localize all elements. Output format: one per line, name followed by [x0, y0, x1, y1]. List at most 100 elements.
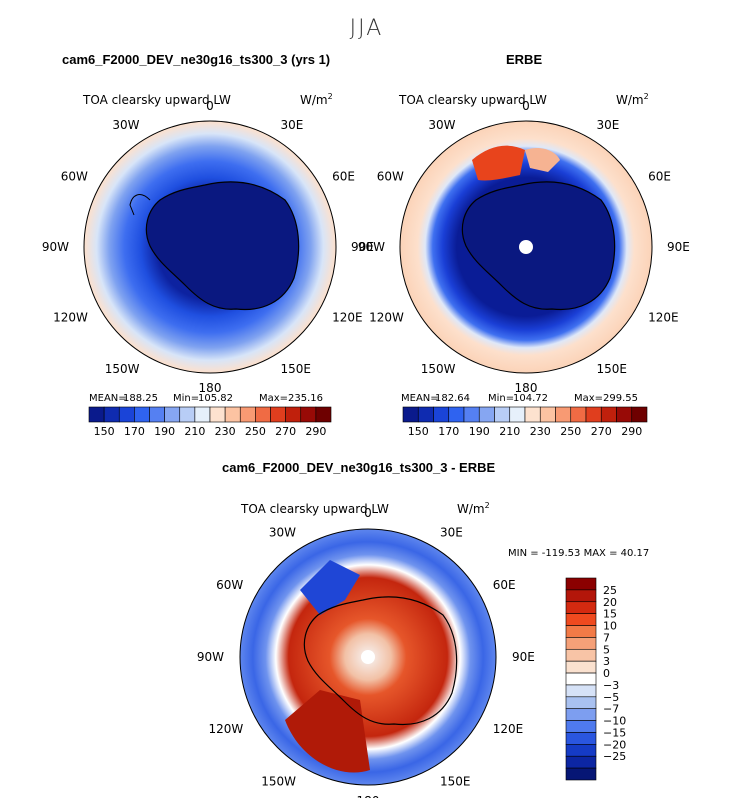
obs-lon-label-8: 120W: [369, 311, 404, 325]
diff-colorbar-label-13: −20: [603, 738, 626, 751]
model-stats: MEAN= 188.25 Min= 105.82 Max= 235.16: [89, 393, 323, 404]
diff-colorbar-label-1: 20: [603, 596, 617, 609]
obs-lon-label-2: 60E: [648, 170, 671, 184]
diff-colorbar-label-2: 15: [603, 608, 617, 621]
model-mean-label: MEAN=: [89, 393, 127, 404]
model-colorbar-swatch-13: [285, 406, 302, 423]
model-colorbar-swatch-9: [224, 406, 241, 423]
diff-colorbar-swatch-7: [565, 660, 597, 674]
obs-min-value: 104.72: [513, 393, 548, 404]
obs-colorbar-label-1: 170: [438, 425, 459, 438]
model-colorbar-swatch-1: [103, 406, 120, 423]
diff-lon-label-3: 90E: [512, 650, 535, 664]
obs-colorbar-swatch-12: [585, 406, 602, 423]
model-colorbar-label-2: 190: [154, 425, 175, 438]
diff-map: [239, 528, 497, 786]
model-colorbar-swatch-0: [88, 406, 105, 423]
model-lon-label-0: 0: [206, 99, 214, 113]
model-colorbar-label-6: 270: [275, 425, 296, 438]
obs-colorbar-swatch-1: [417, 406, 434, 423]
diff-lon-label-8: 120W: [209, 722, 244, 736]
diff-lon-label-0: 0: [364, 506, 372, 520]
model-colorbar-label-7: 290: [305, 425, 326, 438]
diff-colorbar-swatch-5: [565, 637, 597, 650]
model-units-label: W/m2: [300, 92, 333, 107]
diff-colorbar-swatch-14: [565, 744, 597, 757]
obs-colorbar-label-3: 210: [499, 425, 520, 438]
model-lon-label-7: 150W: [105, 362, 140, 376]
model-lon-label-2: 60E: [332, 170, 355, 184]
diff-colorbar-swatch-2: [565, 601, 597, 614]
obs-colorbar-label-6: 270: [591, 425, 612, 438]
obs-colorbar-swatch-14: [616, 406, 633, 423]
model-variable-label: TOA clearsky upward LW: [82, 93, 231, 107]
obs-lon-label-3: 90E: [667, 240, 690, 254]
diff-lon-label-9: 90W: [197, 650, 224, 664]
diff-lon-label-11: 30W: [269, 525, 296, 539]
obs-mean-label: MEAN=: [401, 393, 439, 404]
obs-lon-label-0: 0: [522, 99, 530, 113]
diff-variable-label: TOA clearsky upward LW: [240, 502, 389, 516]
obs-lon-label-1: 30E: [597, 118, 620, 132]
model-lon-label-1: 30E: [281, 118, 304, 132]
diff-colorbar-label-10: −7: [603, 703, 619, 716]
obs-stats: MEAN= 182.64 Min= 104.72 Max= 299.55: [401, 393, 638, 404]
obs-pole-missing: [519, 240, 533, 254]
diff-colorbar-swatch-11: [565, 708, 597, 721]
obs-colorbar-swatch-11: [570, 406, 587, 423]
model-colorbar-swatch-7: [194, 406, 211, 423]
model-colorbar-label-3: 210: [184, 425, 205, 438]
diff-colorbar-swatch-3: [565, 613, 597, 626]
obs-variable-label: TOA clearsky upward LW: [398, 93, 547, 107]
obs-colorbar-swatch-13: [600, 406, 617, 423]
diff-colorbar-swatch-6: [565, 648, 597, 662]
obs-colorbar-swatch-9: [539, 406, 556, 423]
model-lon-label-6: 180: [199, 381, 222, 395]
model-colorbar-swatch-14: [300, 406, 317, 423]
obs-lon-label-6: 180: [515, 381, 538, 395]
obs-colorbar-label-5: 250: [560, 425, 581, 438]
diff-pole-missing: [361, 650, 375, 664]
diff-colorbar-label-5: 5: [603, 643, 610, 656]
obs-lon-label-9: 90W: [358, 240, 385, 254]
obs-min-label: Min=: [488, 393, 514, 404]
obs-lon-label-5: 150E: [597, 362, 628, 376]
obs-colorbar-swatch-4: [463, 406, 480, 423]
obs-colorbar-label-4: 230: [530, 425, 551, 438]
diff-antarctica-contour: [303, 596, 458, 726]
obs-colorbar-swatch-3: [448, 406, 465, 423]
obs-max-value: 299.55: [603, 393, 638, 404]
model-lon-label-8: 120W: [53, 311, 88, 325]
model-case-title: cam6_F2000_DEV_ne30g16_ts300_3 (yrs 1): [62, 52, 331, 67]
diff-case-title: cam6_F2000_DEV_ne30g16_ts300_3 - ERBE: [222, 460, 496, 475]
diff-colorbar-swatch-13: [565, 732, 597, 745]
obs-antarctica-contour: [461, 181, 616, 311]
obs-colorbar-label-7: 290: [621, 425, 642, 438]
model-antarctica-contour: [145, 181, 300, 311]
diff-lon-label-4: 120E: [493, 722, 524, 736]
diff-colorbar-swatch-8: [565, 672, 597, 686]
model-colorbar-swatch-11: [255, 406, 271, 423]
model-lon-label-5: 150E: [281, 362, 312, 376]
diff-units-label: W/m2: [457, 501, 490, 516]
obs-colorbar-swatch-10: [555, 406, 572, 423]
diff-lon-label-5: 150E: [440, 775, 471, 789]
diff-lon-label-2: 60E: [493, 578, 516, 592]
model-max-label: Max=: [259, 393, 288, 404]
obs-map: [399, 120, 653, 374]
model-colorbar-label-0: 150: [94, 425, 115, 438]
diff-colorbar-label-4: 7: [603, 631, 610, 644]
diff-lon-label-6: 180: [357, 794, 380, 798]
obs-case-title: ERBE: [506, 52, 543, 67]
obs-units-label: W/m2: [616, 92, 649, 107]
model-lon-label-9: 90W: [42, 240, 69, 254]
diff-colorbar-swatch-12: [565, 720, 597, 733]
model-colorbar-label-5: 250: [245, 425, 266, 438]
diff-colorbar-label-6: 3: [603, 655, 610, 668]
model-lon-label-3: 90E: [351, 240, 374, 254]
model-max-value: 235.16: [288, 393, 323, 404]
diff-colorbar-label-0: 25: [603, 584, 617, 597]
diff-min-max: MIN = -119.53 MAX = 40.17: [508, 548, 649, 559]
model-colorbar-swatch-2: [118, 406, 135, 423]
